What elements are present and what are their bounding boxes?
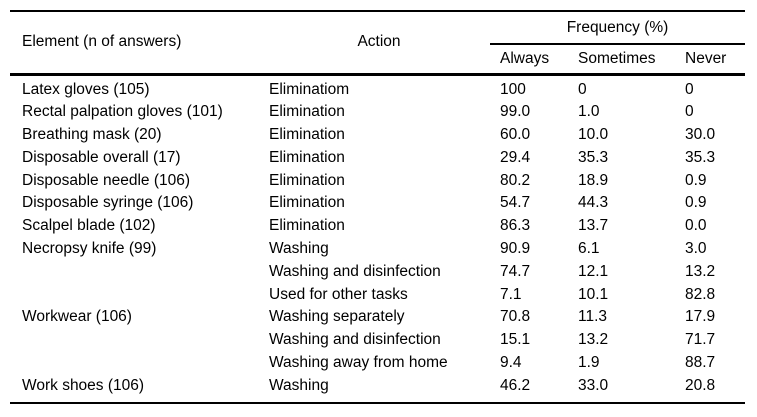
- sometimes-cell: 13.7: [578, 217, 609, 235]
- element-cell: [10, 284, 268, 307]
- always-cell: 9.4: [500, 354, 522, 372]
- table-row: Breathing mask (20) Elimination 60.0 10.0 30…: [10, 124, 745, 147]
- action-cell: Elimination: [269, 217, 345, 235]
- sometimes-cell: 10.1: [578, 285, 609, 303]
- never-cell: 13.2: [685, 262, 716, 280]
- action-cell: Washing away from home: [269, 354, 448, 372]
- action-cell: Elimination: [269, 194, 345, 212]
- never-cell: 82.8: [685, 285, 716, 303]
- never-cell: 0.9: [685, 171, 707, 189]
- always-cell: 74.7: [500, 262, 531, 280]
- always-cell: 15.1: [500, 331, 531, 349]
- sometimes-cell: 10.0: [578, 126, 609, 144]
- element-cell: Workwear (106): [22, 308, 132, 326]
- table-row: Scalpel blade (102) Elimination 86.3 13.7 0.…: [10, 215, 745, 238]
- action-cell: Used for other tasks: [269, 285, 408, 303]
- table-row: Work shoes (106) Washing 46.2 33.0 20.8: [10, 375, 745, 403]
- action-cell: Elimination: [269, 171, 345, 189]
- sometimes-cell: 18.9: [578, 171, 609, 189]
- never-cell: 30.0: [685, 126, 716, 144]
- always-cell: 7.1: [500, 285, 522, 303]
- always-cell: 90.9: [500, 240, 531, 258]
- column-header-element: Element (n of answers): [22, 33, 182, 51]
- sometimes-cell: 11.3: [578, 308, 608, 326]
- action-cell: Elimination: [269, 148, 345, 166]
- table-row: Used for other tasks 7.1 10.1 82.8: [10, 284, 745, 307]
- table-row: Workwear (106) Washing separately 70.8 11.3…: [10, 306, 745, 329]
- table-row: Washing away from home 9.4 1.9 88.7: [10, 352, 745, 375]
- frequency-results-table: Element (n of answers) Action Frequency …: [10, 10, 746, 404]
- table-row: Disposable syringe (106) Elimination 54.7 4…: [10, 192, 745, 215]
- column-header-sometimes: Sometimes: [578, 49, 656, 67]
- element-cell: Necropsy knife (99): [22, 240, 157, 258]
- table-row: Disposable needle (106) Elimination 80.2 18…: [10, 170, 745, 193]
- sometimes-cell: 6.1: [578, 240, 600, 258]
- action-cell: Washing and disinfection: [269, 262, 441, 280]
- always-cell: 60.0: [500, 126, 531, 144]
- table-row: Washing and disinfection 15.1 13.2 71.7: [10, 329, 745, 352]
- action-cell: Washing: [269, 376, 329, 394]
- table-row: Latex gloves (105) Eliminatiom 100 0 0: [10, 74, 745, 101]
- never-cell: 0: [685, 80, 694, 98]
- action-cell: Washing and disinfection: [269, 331, 441, 349]
- always-cell: 54.7: [500, 194, 531, 212]
- sometimes-cell: 13.2: [578, 331, 609, 349]
- table-row: Necropsy knife (99) Washing 90.9 6.1 3.0: [10, 238, 745, 261]
- always-cell: 100: [500, 80, 526, 98]
- column-header-frequency-group: Frequency (%): [490, 11, 746, 45]
- never-cell: 35.3: [685, 148, 716, 166]
- never-cell: 0: [685, 103, 694, 121]
- never-cell: 3.0: [685, 240, 707, 258]
- never-cell: 0.0: [685, 217, 707, 235]
- sometimes-cell: 0: [578, 80, 587, 98]
- always-cell: 29.4: [500, 148, 531, 166]
- column-header-always: Always: [500, 49, 550, 67]
- table-row: Washing and disinfection 74.7 12.1 13.2: [10, 261, 745, 284]
- never-cell: 88.7: [685, 354, 716, 372]
- element-cell: Work shoes (106): [22, 376, 145, 394]
- column-header-action: Action: [357, 33, 401, 51]
- header-row-sub: Always Sometimes Never: [10, 44, 745, 74]
- always-cell: 80.2: [500, 171, 531, 189]
- table-body: Latex gloves (105) Eliminatiom 100 0 0 Rectal…: [10, 74, 745, 403]
- element-cell: Disposable syringe (106): [22, 194, 194, 212]
- always-cell: 46.2: [500, 376, 531, 394]
- sometimes-cell: 35.3: [578, 148, 609, 166]
- never-cell: 0.9: [685, 194, 707, 212]
- element-cell: Breathing mask (20): [22, 126, 162, 144]
- element-cell: Disposable overall (17): [22, 148, 181, 166]
- action-cell: Elimination: [269, 126, 345, 144]
- column-header-never: Never: [685, 49, 727, 67]
- table-row: Disposable overall (17) Elimination 29.4 35…: [10, 147, 745, 170]
- never-cell: 17.9: [685, 308, 716, 326]
- element-cell: [10, 352, 268, 375]
- table-header: Element (n of answers) Action Frequency …: [10, 11, 746, 74]
- element-cell: Rectal palpation gloves (101): [22, 103, 223, 121]
- table-row: Rectal palpation gloves (101) Elimination…: [10, 101, 745, 124]
- element-cell: [10, 329, 268, 352]
- sometimes-cell: 1.9: [578, 354, 600, 372]
- action-cell: Washing: [269, 240, 329, 258]
- never-cell: 71.7: [685, 331, 716, 349]
- never-cell: 20.8: [685, 376, 716, 394]
- header-row-top: Element (n of answers) Action Frequency …: [10, 11, 746, 50]
- sometimes-cell: 12.1: [578, 262, 609, 280]
- element-cell: Scalpel blade (102): [22, 217, 156, 235]
- sometimes-cell: 33.0: [578, 376, 609, 394]
- always-cell: 86.3: [500, 217, 531, 235]
- action-cell: Eliminatiom: [269, 80, 350, 98]
- sometimes-cell: 1.0: [578, 103, 600, 121]
- sometimes-cell: 44.3: [578, 194, 609, 212]
- action-cell: Washing separately: [269, 308, 405, 326]
- always-cell: 99.0: [500, 103, 531, 121]
- element-cell: [10, 261, 268, 284]
- action-cell: Elimination: [269, 103, 345, 121]
- always-cell: 70.8: [500, 308, 531, 326]
- element-cell: Disposable needle (106): [22, 171, 191, 189]
- element-cell: Latex gloves (105): [22, 80, 150, 98]
